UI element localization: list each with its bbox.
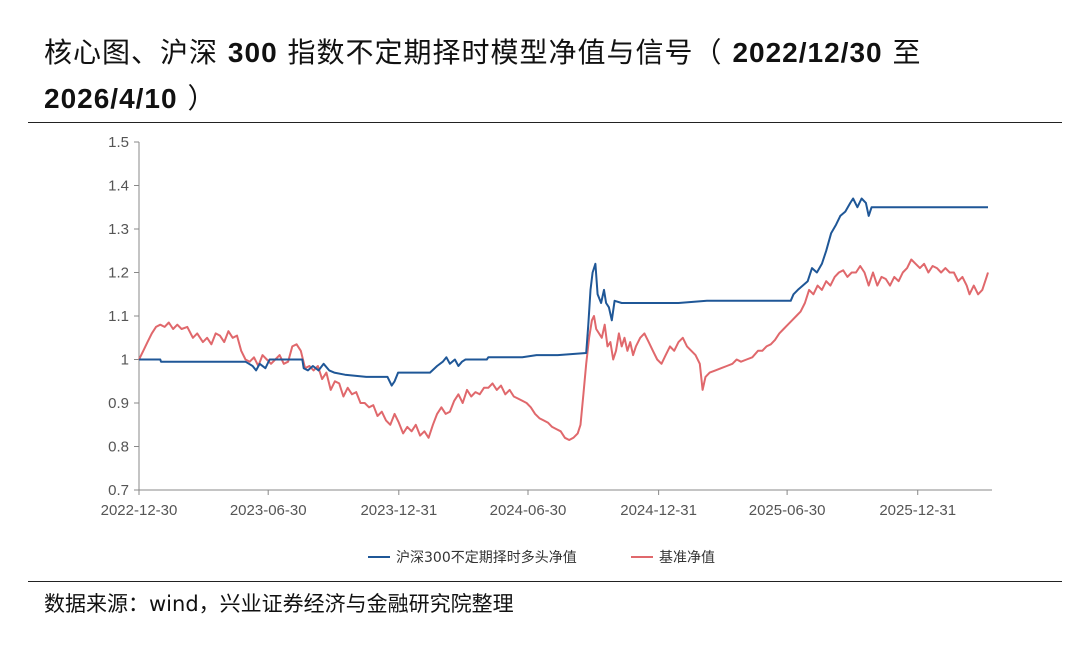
- y-tick-label: 1.5: [108, 134, 129, 151]
- series-line-benchmark: [138, 258, 989, 441]
- y-tick-label: 1.4: [108, 178, 129, 195]
- x-tick-label: 2024-12-31: [620, 502, 697, 519]
- x-tick-label: 2023-12-31: [360, 502, 437, 519]
- y-tick-label: 1.3: [108, 221, 129, 238]
- title-part2: 指数不定期择时模型净值与信号（: [287, 36, 723, 69]
- title-part1: 核心图、沪深: [44, 36, 219, 69]
- x-tick-label: 2025-06-30: [749, 502, 826, 519]
- y-tick-label: 1.1: [108, 308, 129, 325]
- series-line-strategy: [139, 197, 988, 387]
- x-tick-label: 2025-12-31: [879, 502, 956, 519]
- x-tick-label: 2024-06-30: [490, 502, 567, 519]
- x-tick-label: 2022-12-30: [101, 502, 178, 519]
- title-to: 至: [892, 36, 922, 69]
- y-tick-label: 0.9: [108, 395, 129, 412]
- title-number: 300: [227, 37, 278, 68]
- legend-strategy-label: 沪深300不定期择时多头净值: [396, 549, 577, 566]
- title-close: ）: [187, 82, 217, 115]
- y-tick-label: 1.2: [108, 265, 129, 282]
- y-tick-label: 0.7: [108, 482, 129, 499]
- bottom-divider: [28, 581, 1062, 582]
- top-divider: [28, 122, 1062, 123]
- x-tick-label: 2023-06-30: [230, 502, 307, 519]
- y-tick-label: 1: [121, 352, 129, 369]
- y-tick-label: 0.8: [108, 439, 129, 456]
- title-date-end: 2026/4/10: [44, 83, 178, 114]
- line-chart: 1.5 1.4 1.3 1.2 1.1 1 0.9 0.8 0.7 2022-12-30 2023-…: [101, 134, 992, 566]
- data-source: 数据来源：wind，兴业证券经济与金融研究院整理: [44, 592, 514, 616]
- chart-title: 核心图、沪深 300 指数不定期择时模型净值与信号（ 2022/12/30 至 …: [44, 30, 1054, 122]
- title-date-start: 2022/12/30: [732, 37, 883, 68]
- legend-benchmark-label: 基准净值: [659, 549, 715, 566]
